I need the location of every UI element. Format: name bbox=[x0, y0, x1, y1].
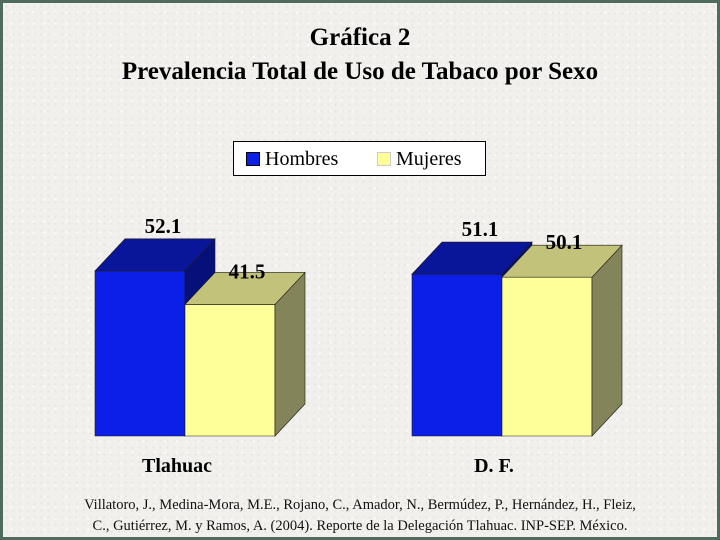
legend: Hombres Mujeres bbox=[233, 141, 486, 176]
legend-swatch-hombres bbox=[246, 152, 260, 166]
legend-label-hombres: Hombres bbox=[265, 148, 339, 170]
data-label-tlahuac-hombres: 52.1 bbox=[145, 214, 182, 238]
bar-tlahuac-mujeres-front bbox=[184, 304, 276, 437]
chart-title: Gráfica 2 bbox=[309, 24, 411, 51]
chart-subtitle: Prevalencia Total de Uso de Tabaco por S… bbox=[121, 58, 599, 85]
category-label-df: D. F. bbox=[474, 455, 514, 477]
source-citation: Villatoro, J., Medina-Mora, M.E., Rojano… bbox=[0, 495, 720, 537]
legend-label-mujeres: Mujeres bbox=[396, 148, 462, 170]
category-label-tlahuac: Tlahuac bbox=[142, 455, 212, 477]
data-label-tlahuac-mujeres: 41.5 bbox=[229, 259, 266, 283]
bar-tlahuac-mujeres-top bbox=[184, 272, 306, 305]
source-line-1: Villatoro, J., Medina-Mora, M.E., Rojano… bbox=[84, 497, 636, 513]
bar-df-hombres-front bbox=[411, 273, 503, 437]
bar-tlahuac-hombres-front bbox=[94, 270, 186, 437]
bar-df-mujeres-side bbox=[591, 244, 623, 437]
data-label-df-mujeres: 50.1 bbox=[546, 230, 583, 254]
bar-df-hombres-top bbox=[411, 241, 533, 275]
data-label-df-hombres: 51.1 bbox=[462, 217, 499, 241]
bar-df-mujeres-top bbox=[501, 244, 623, 278]
legend-swatch-mujeres bbox=[377, 152, 391, 166]
bar-tlahuac-hombres-top bbox=[94, 238, 216, 272]
source-line-2: C., Gutiérrez, M. y Ramos, A. (2004). Re… bbox=[92, 518, 628, 534]
bar-df-mujeres-front bbox=[501, 276, 593, 437]
